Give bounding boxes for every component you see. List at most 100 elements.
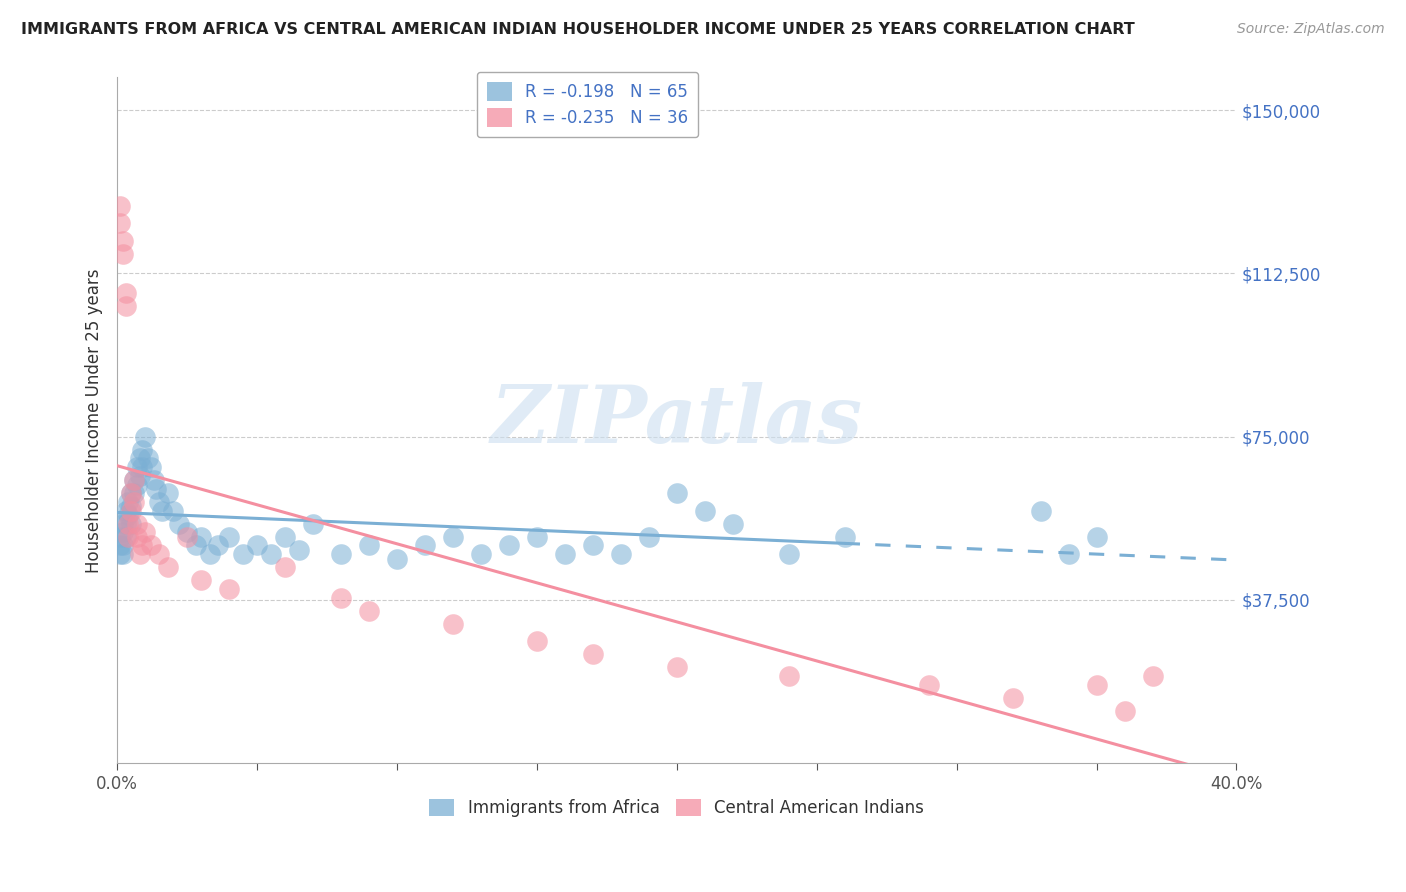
Point: [357, 538, 380, 552]
Y-axis label: Householder Income Under 25 years: Householder Income Under 25 years: [86, 268, 103, 573]
Point: [117, 530, 139, 544]
Point: [128, 547, 150, 561]
Point: [125, 530, 148, 544]
Point: [1085, 530, 1108, 544]
Point: [918, 678, 941, 692]
Point: [111, 246, 134, 260]
Point: [246, 538, 269, 552]
Point: [120, 500, 142, 514]
Point: [122, 495, 145, 509]
Point: [120, 486, 142, 500]
Point: [582, 538, 605, 552]
Point: [778, 547, 800, 561]
Point: [288, 542, 311, 557]
Point: [526, 530, 548, 544]
Point: [122, 473, 145, 487]
Point: [108, 547, 131, 561]
Point: [122, 486, 145, 500]
Point: [184, 538, 207, 552]
Point: [1029, 503, 1052, 517]
Point: [526, 634, 548, 648]
Point: [190, 574, 212, 588]
Point: [131, 460, 153, 475]
Point: [441, 530, 464, 544]
Point: [131, 538, 153, 552]
Point: [114, 516, 136, 531]
Text: ZIPatlas: ZIPatlas: [491, 382, 863, 459]
Point: [148, 495, 170, 509]
Point: [274, 530, 297, 544]
Point: [1085, 678, 1108, 692]
Point: [721, 516, 744, 531]
Point: [176, 525, 198, 540]
Point: [834, 530, 856, 544]
Point: [136, 451, 159, 466]
Point: [190, 530, 212, 544]
Legend: Immigrants from Africa, Central American Indians: Immigrants from Africa, Central American…: [423, 792, 931, 823]
Point: [218, 530, 240, 544]
Point: [120, 503, 142, 517]
Point: [385, 551, 408, 566]
Point: [260, 547, 283, 561]
Point: [125, 516, 148, 531]
Point: [117, 516, 139, 531]
Point: [111, 234, 134, 248]
Point: [120, 486, 142, 500]
Point: [778, 669, 800, 683]
Point: [582, 648, 605, 662]
Point: [232, 547, 254, 561]
Point: [693, 503, 716, 517]
Point: [610, 547, 633, 561]
Point: [111, 516, 134, 531]
Point: [139, 460, 162, 475]
Point: [207, 538, 229, 552]
Point: [1114, 704, 1136, 718]
Point: [1001, 690, 1024, 705]
Point: [139, 538, 162, 552]
Point: [125, 460, 148, 475]
Point: [167, 516, 190, 531]
Point: [330, 547, 353, 561]
Point: [413, 538, 436, 552]
Point: [117, 495, 139, 509]
Point: [134, 525, 156, 540]
Point: [120, 516, 142, 531]
Point: [156, 560, 179, 574]
Point: [554, 547, 576, 561]
Point: [274, 560, 297, 574]
Point: [302, 516, 325, 531]
Point: [665, 660, 688, 674]
Point: [150, 503, 173, 517]
Point: [108, 530, 131, 544]
Point: [114, 530, 136, 544]
Point: [108, 538, 131, 552]
Point: [498, 538, 520, 552]
Point: [330, 591, 353, 605]
Point: [108, 216, 131, 230]
Point: [128, 468, 150, 483]
Point: [125, 477, 148, 491]
Point: [1057, 547, 1080, 561]
Point: [357, 604, 380, 618]
Point: [148, 547, 170, 561]
Point: [122, 473, 145, 487]
Point: [114, 503, 136, 517]
Point: [142, 473, 165, 487]
Point: [134, 429, 156, 443]
Point: [114, 285, 136, 300]
Text: Source: ZipAtlas.com: Source: ZipAtlas.com: [1237, 22, 1385, 37]
Point: [162, 503, 184, 517]
Point: [1142, 669, 1164, 683]
Point: [176, 530, 198, 544]
Point: [117, 508, 139, 522]
Point: [218, 582, 240, 596]
Point: [111, 547, 134, 561]
Point: [156, 486, 179, 500]
Point: [128, 451, 150, 466]
Point: [114, 299, 136, 313]
Point: [198, 547, 221, 561]
Point: [441, 616, 464, 631]
Point: [470, 547, 492, 561]
Text: IMMIGRANTS FROM AFRICA VS CENTRAL AMERICAN INDIAN HOUSEHOLDER INCOME UNDER 25 YE: IMMIGRANTS FROM AFRICA VS CENTRAL AMERIC…: [21, 22, 1135, 37]
Point: [637, 530, 659, 544]
